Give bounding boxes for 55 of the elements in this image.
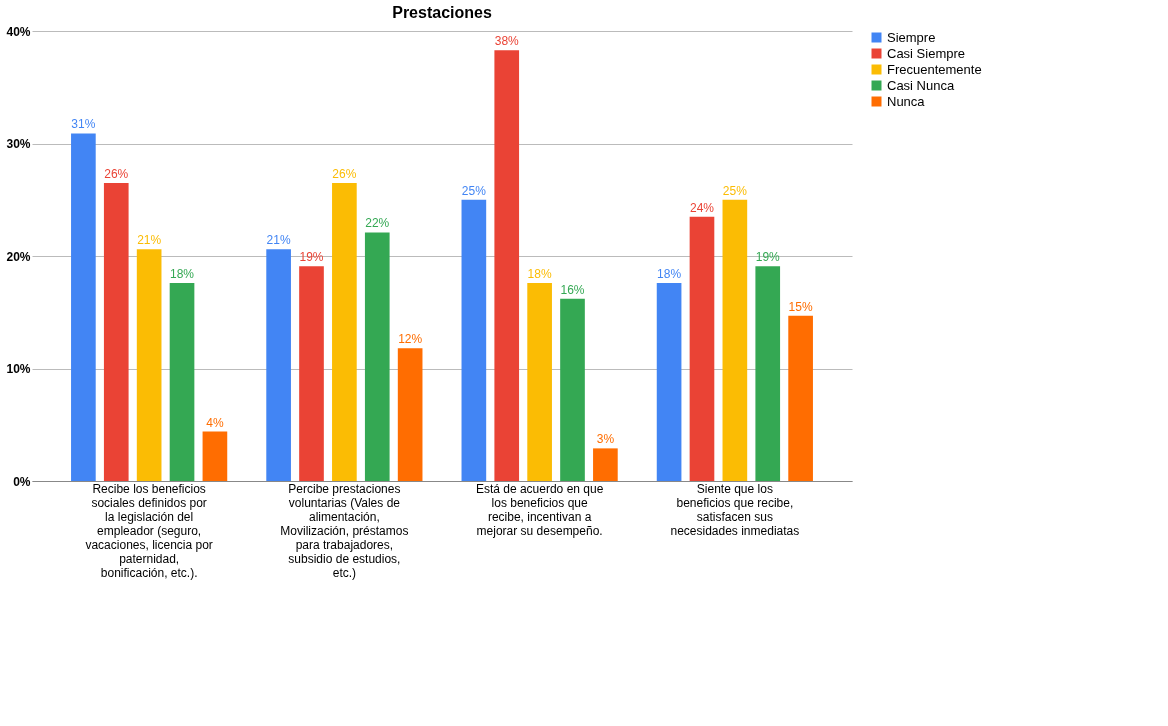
bar: [560, 298, 585, 481]
data-label: 19%: [755, 250, 781, 265]
bar: [202, 431, 228, 481]
data-label: 15%: [788, 299, 813, 314]
data-label: 21%: [266, 233, 291, 248]
data-label: 18%: [527, 267, 552, 281]
bar: [755, 266, 781, 481]
bar: [332, 182, 357, 481]
bar: [364, 232, 390, 481]
bar: [397, 348, 423, 481]
data-label: 25%: [461, 183, 487, 198]
chart-title: Prestaciones: [392, 4, 492, 21]
bar: [461, 199, 487, 481]
bar: [169, 283, 195, 481]
data-label: 4%: [206, 415, 224, 430]
data-label: 22%: [365, 216, 390, 231]
bar: [788, 315, 813, 481]
data-label: 19%: [299, 250, 324, 265]
y-tick-label: 40%: [6, 24, 31, 39]
legend-label: Frecuentemente: [887, 61, 982, 77]
data-label: 21%: [137, 233, 162, 248]
x-tick-label: Está de acuerdo en que los beneficios que recibe, incentivan a mejorar su desempeño.: [475, 481, 604, 538]
data-label: 38%: [494, 34, 520, 49]
x-tick-label: Siente que los beneficios que recibe, satisfacen sus necesidades inmediatas: [670, 481, 800, 538]
bar: [656, 283, 682, 481]
bar: [527, 283, 552, 481]
bar: [722, 199, 748, 481]
data-label: 26%: [104, 166, 129, 181]
data-label: 18%: [657, 267, 682, 281]
x-tick-label: Recibe los beneficios sociales definidos por la legislación del empleador (seguro, vacaciones, licencia por paternidad, bonificación, etc.).: [85, 481, 213, 580]
data-label: 3%: [596, 432, 615, 447]
data-label: 31%: [71, 117, 96, 132]
data-label: 25%: [722, 183, 748, 198]
data-label: 18%: [170, 267, 195, 281]
bar: [103, 182, 129, 481]
bar: [299, 266, 324, 481]
legend-label: Nunca: [887, 93, 926, 109]
data-label: 12%: [398, 332, 423, 347]
y-tick-label: 10%: [6, 362, 31, 376]
bar: [136, 249, 162, 481]
bar: [494, 50, 520, 481]
bar: [593, 448, 618, 481]
bar: [266, 249, 291, 481]
data-label: 16%: [560, 282, 585, 297]
legend-label: Casi Nunca: [887, 77, 955, 93]
legend-label: Siempre: [887, 29, 936, 45]
x-tick-label: Percibe prestaciones voluntarias (Vales de alimentación, Movilización, préstamos para trabajadores, subsidio de estudios, etc.): [280, 481, 409, 580]
legend-label: Casi Siempre: [887, 45, 966, 61]
data-label: 26%: [332, 166, 357, 181]
bar: [71, 133, 96, 481]
data-label: 24%: [689, 200, 715, 215]
y-tick-label: 30%: [6, 137, 31, 151]
y-tick-label: 20%: [6, 249, 31, 264]
bar: [689, 216, 715, 481]
y-tick-label: 0%: [13, 474, 31, 489]
